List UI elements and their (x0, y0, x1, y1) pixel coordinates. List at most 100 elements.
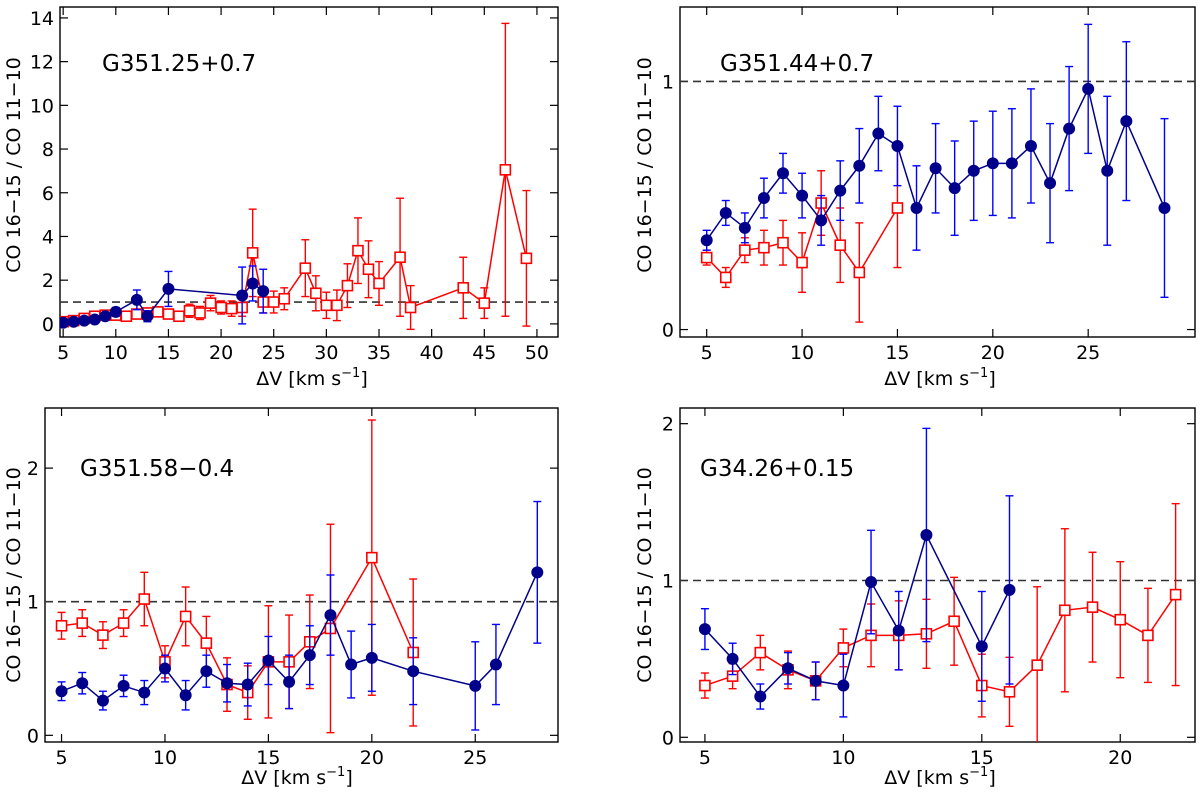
y-tick-label: 2 (42, 270, 54, 292)
y-tick-label: 12 (30, 52, 54, 74)
red-data-point (278, 292, 291, 305)
x-tick-label: 5 (56, 747, 68, 769)
red-data-point (1169, 588, 1182, 601)
blue-data-point (257, 285, 270, 298)
red-data-point (200, 637, 213, 649)
red-data-point (162, 308, 175, 320)
y-axis-label: CO 16−15 / CO 11−10 (3, 57, 25, 273)
y-tick-label: 0 (662, 320, 674, 342)
blue-data-point (67, 315, 80, 328)
y-tick-label: 1 (27, 592, 39, 614)
blue-data-point (853, 159, 866, 172)
blue-data-point (929, 162, 942, 175)
red-data-point (310, 287, 322, 300)
blue-data-point (777, 167, 789, 180)
data-area (55, 419, 544, 734)
x-tick-label: 25 (463, 747, 487, 769)
red-series-line (704, 594, 1177, 693)
blue-data-point (241, 678, 254, 691)
red-data-point (299, 262, 312, 274)
blue-data-point (975, 640, 988, 653)
x-tick-label: 20 (981, 342, 1005, 364)
red-data-point (117, 617, 130, 629)
y-axis-label: CO 16−15 / CO 11−10 (634, 57, 656, 273)
plot-frame (679, 6, 1196, 338)
panel-g34-26: CO 16−15 / CO 11−10 ΔV [km s−1] G34.26+0… (634, 407, 1196, 789)
blue-data-point (130, 293, 143, 306)
blue-data-point (303, 649, 316, 662)
red-data-point (320, 299, 333, 312)
x-tick-label: 5 (701, 342, 713, 364)
x-tick-label: 35 (367, 342, 391, 364)
blue-series-line (704, 532, 1011, 698)
red-data-point (499, 164, 512, 176)
x-tick-label: 20 (1108, 747, 1132, 769)
x-tick-label: 25 (262, 342, 286, 364)
x-tick-label: 20 (209, 342, 233, 364)
red-data-point (152, 306, 164, 318)
blue-data-point (109, 305, 122, 318)
blue-data-point (1024, 139, 1037, 152)
blue-data-point (531, 566, 544, 579)
blue-data-point (246, 277, 259, 290)
blue-data-point (757, 192, 770, 205)
red-data-point (948, 615, 960, 628)
blue-data-point (837, 679, 850, 692)
red-series-line (61, 555, 414, 694)
y-tick-label: 14 (30, 8, 54, 30)
red-data-point (699, 679, 711, 692)
panel-g351-25: CO 16−15 / CO 11−10 ΔV [km s−1] G351.25+… (3, 6, 559, 390)
blue-data-point (1082, 82, 1095, 95)
red-data-point (777, 236, 789, 249)
red-data-point (796, 256, 808, 269)
red-data-point (341, 279, 354, 292)
red-data-point (837, 642, 850, 654)
blue-data-point (1120, 115, 1133, 128)
x-tick-label: 25 (1076, 342, 1100, 364)
blue-data-point (872, 127, 885, 140)
y-tick-label: 6 (42, 183, 54, 205)
red-data-point (891, 202, 904, 214)
red-data-point (700, 251, 713, 264)
blue-data-point (78, 314, 91, 327)
x-tick-label: 20 (360, 747, 384, 769)
y-tick-label: 4 (42, 226, 54, 248)
x-tick-label: 15 (156, 342, 180, 364)
y-tick-label: 0 (27, 725, 39, 747)
x-tick-label: 10 (153, 747, 177, 769)
red-data-point (97, 629, 109, 641)
blue-data-point (865, 576, 878, 589)
red-data-point (55, 619, 68, 632)
red-data-point (457, 282, 470, 294)
blue-data-point (138, 686, 151, 699)
panel-title: G351.58−0.4 (80, 456, 234, 482)
plot-frame (44, 407, 559, 743)
blue-data-point (1005, 157, 1018, 170)
panel-g351-44: CO 16−15 / CO 11−10 ΔV [km s−1] G351.44+… (634, 6, 1196, 390)
blue-data-point (986, 157, 999, 170)
plot-frame (679, 407, 1196, 743)
red-data-point (173, 310, 185, 323)
blue-data-point (1063, 122, 1076, 135)
y-axis-label: CO 16−15 / CO 11−10 (3, 467, 25, 683)
blue-data-point (726, 652, 739, 665)
x-tick-label: 45 (472, 342, 496, 364)
blue-data-point (1003, 583, 1016, 596)
x-tick-label: 10 (831, 747, 855, 769)
blue-data-point (738, 221, 751, 234)
blue-data-point (55, 685, 68, 698)
red-data-point (1031, 659, 1043, 671)
y-tick-label: 10 (30, 95, 54, 117)
x-axis-label: ΔV [km s−1] (884, 765, 996, 789)
blue-data-point (99, 310, 112, 323)
red-data-point (1003, 686, 1016, 698)
x-tick-label: 30 (314, 342, 338, 364)
red-data-point (131, 308, 143, 320)
red-data-point (138, 593, 151, 605)
blue-data-point (96, 694, 109, 707)
red-data-point (366, 551, 378, 564)
blue-data-point (221, 677, 234, 690)
blue-data-point (88, 313, 101, 326)
panel-title: G34.26+0.15 (700, 456, 854, 482)
red-data-point (183, 304, 196, 317)
